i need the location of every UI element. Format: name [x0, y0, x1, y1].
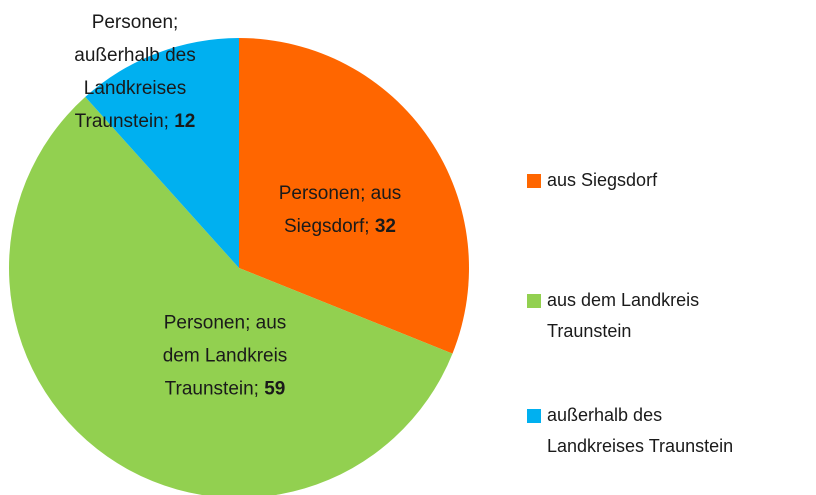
category-name: aus dem Landkreis Traunstein	[162, 312, 288, 400]
separator: ;	[173, 12, 179, 33]
legend-swatch	[527, 294, 541, 308]
series-name: Personen	[163, 312, 246, 334]
pie-slice	[9, 96, 453, 495]
separator: ;	[364, 216, 375, 237]
value-label: 59	[264, 378, 286, 400]
data-label: Personen; außerhalb des Landkreises Trau…	[65, 6, 205, 138]
series-name: Personen	[91, 12, 174, 33]
category-name: aus Siegsdorf	[284, 183, 402, 237]
legend-label: aus dem Landkreis Traunstein	[547, 290, 700, 341]
legend-swatch	[527, 174, 541, 188]
legend-entry: aus Siegsdorf	[527, 165, 762, 196]
legend-swatch	[527, 409, 541, 423]
pie-slice	[239, 38, 469, 354]
value-label: 32	[374, 216, 396, 237]
separator: ;	[245, 312, 256, 334]
pie-slice	[85, 38, 239, 268]
separator: ;	[253, 378, 265, 400]
legend-entry: aus dem Landkreis Traunstein	[527, 285, 762, 347]
legend-label: aus Siegsdorf	[547, 170, 658, 190]
separator: ;	[360, 183, 371, 204]
data-label: Personen; aus Siegsdorf; 32	[255, 177, 425, 243]
series-name: Personen	[278, 183, 361, 204]
separator: ;	[163, 111, 175, 132]
legend-label: außerhalb des Landkreises Traunstein	[547, 405, 734, 456]
category-name: außerhalb des Landkreises Traunstein	[74, 45, 196, 132]
data-label: Personen; aus dem Landkreis Traunstein; …	[145, 307, 305, 406]
value-label: 12	[174, 111, 196, 132]
legend-entry: außerhalb des Landkreises Traunstein	[527, 400, 762, 462]
